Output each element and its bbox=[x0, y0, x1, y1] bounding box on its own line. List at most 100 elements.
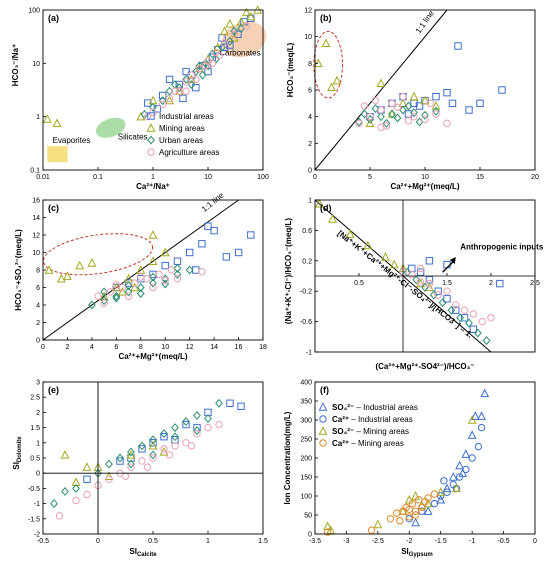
data-point bbox=[443, 119, 451, 128]
data-point bbox=[411, 507, 420, 515]
data-point bbox=[393, 509, 401, 517]
series-mining bbox=[42, 5, 263, 128]
data-point bbox=[410, 108, 418, 118]
x-tick-label: -1.5 bbox=[435, 538, 447, 545]
data-point bbox=[420, 95, 430, 105]
legend-label: SO₄²⁻ – Industrial areas bbox=[332, 403, 418, 412]
y-tick-label: 6 bbox=[36, 285, 40, 292]
data-point bbox=[148, 256, 158, 265]
y-tick-label: 10 bbox=[32, 61, 40, 68]
legend-label: Ca²⁺ – Mining areas bbox=[332, 439, 404, 448]
data-point bbox=[208, 49, 217, 59]
data-point bbox=[365, 118, 375, 128]
x-tick-label: 0.5 bbox=[354, 280, 364, 287]
data-point bbox=[143, 275, 151, 283]
data-point bbox=[226, 399, 234, 407]
data-point bbox=[195, 61, 204, 71]
data-point bbox=[388, 99, 396, 108]
data-point bbox=[149, 278, 157, 288]
data-point bbox=[399, 92, 407, 101]
data-point bbox=[204, 408, 212, 417]
data-point bbox=[193, 429, 201, 438]
data-point bbox=[149, 283, 157, 292]
data-point bbox=[105, 459, 113, 469]
data-point bbox=[118, 283, 127, 292]
data-point bbox=[382, 118, 391, 128]
y-tick-label: 2 bbox=[36, 410, 40, 417]
y-tick-label: 16 bbox=[32, 198, 40, 205]
legend-marker bbox=[147, 112, 155, 120]
series-ca_min bbox=[323, 490, 439, 536]
arrow-head bbox=[449, 257, 456, 264]
y-tick-label: 2 bbox=[36, 320, 40, 327]
y-tick-label: 200 bbox=[300, 456, 312, 463]
data-point bbox=[345, 229, 355, 238]
data-point bbox=[116, 453, 124, 463]
y-tick-label: 100 bbox=[300, 494, 312, 501]
y-tick-label: 150 bbox=[300, 475, 312, 482]
data-point bbox=[408, 499, 417, 508]
data-point bbox=[461, 449, 471, 458]
data-point bbox=[61, 486, 69, 496]
data-point bbox=[323, 521, 332, 531]
data-point bbox=[153, 105, 162, 113]
y-axis-label: Ion Concentration(mg/L) bbox=[283, 411, 292, 504]
legend-label: Mining areas bbox=[159, 124, 205, 133]
data-point bbox=[182, 78, 190, 86]
data-point bbox=[408, 270, 416, 279]
x-tick-label: 1 bbox=[401, 280, 405, 287]
data-point bbox=[456, 313, 465, 323]
data-point bbox=[173, 275, 182, 283]
data-point bbox=[185, 248, 194, 257]
y-axis-label: SIDolomite bbox=[12, 436, 23, 470]
data-point bbox=[404, 116, 413, 125]
data-point bbox=[173, 263, 182, 273]
data-point bbox=[412, 275, 421, 285]
data-point bbox=[225, 18, 235, 28]
series-urban bbox=[50, 398, 223, 509]
data-point bbox=[431, 101, 441, 110]
legend-label: Urban areas bbox=[159, 136, 203, 145]
data-point bbox=[204, 222, 212, 230]
data-point bbox=[215, 420, 223, 429]
data-point bbox=[430, 490, 439, 498]
data-point bbox=[165, 451, 174, 459]
legend-marker bbox=[318, 402, 328, 411]
panel-f: -3.5 -3 -2.5 -2 -1.5 -1 -0.5 0 0 50 100 150 200 250 30… bbox=[283, 380, 537, 559]
data-point bbox=[328, 214, 338, 223]
panel-c: 1:1 line 0 2 4 6 8 10 12 14 16 18 0 2 4 6 8 10 12 14 16 (c) C… bbox=[14, 190, 267, 361]
data-point bbox=[112, 293, 121, 303]
data-point bbox=[137, 273, 145, 281]
data-point bbox=[143, 99, 152, 107]
series-mining bbox=[44, 230, 170, 300]
data-point bbox=[171, 423, 179, 433]
data-point bbox=[165, 94, 174, 103]
data-point bbox=[411, 517, 420, 527]
data-point bbox=[377, 106, 385, 114]
data-point bbox=[158, 91, 167, 100]
panel-label: (f) bbox=[320, 385, 329, 395]
y-tick-label: 0.2 bbox=[302, 258, 312, 265]
x-tick-label: -0.5 bbox=[498, 538, 510, 545]
data-point bbox=[201, 62, 210, 70]
data-point bbox=[327, 82, 336, 92]
data-point bbox=[165, 75, 174, 84]
highlight-ellipse bbox=[42, 233, 154, 276]
x-axis-label: SICalcite bbox=[129, 547, 157, 558]
series-agriculture bbox=[143, 22, 251, 121]
data-point bbox=[52, 118, 62, 128]
data-point bbox=[393, 103, 402, 112]
data-point bbox=[332, 75, 342, 85]
data-point bbox=[477, 411, 486, 420]
x-tick-label: -2 bbox=[406, 538, 412, 545]
x-tick-label: 18 bbox=[259, 344, 267, 351]
data-point bbox=[83, 490, 91, 499]
data-point bbox=[138, 441, 146, 451]
data-point bbox=[460, 314, 469, 322]
x-tick-label: 1 bbox=[151, 174, 155, 181]
x-tick-label: 1.5 bbox=[442, 280, 452, 287]
data-point bbox=[436, 487, 446, 496]
data-point bbox=[191, 67, 200, 77]
data-point bbox=[130, 279, 139, 287]
x-tick-label: -0.5 bbox=[37, 538, 49, 545]
